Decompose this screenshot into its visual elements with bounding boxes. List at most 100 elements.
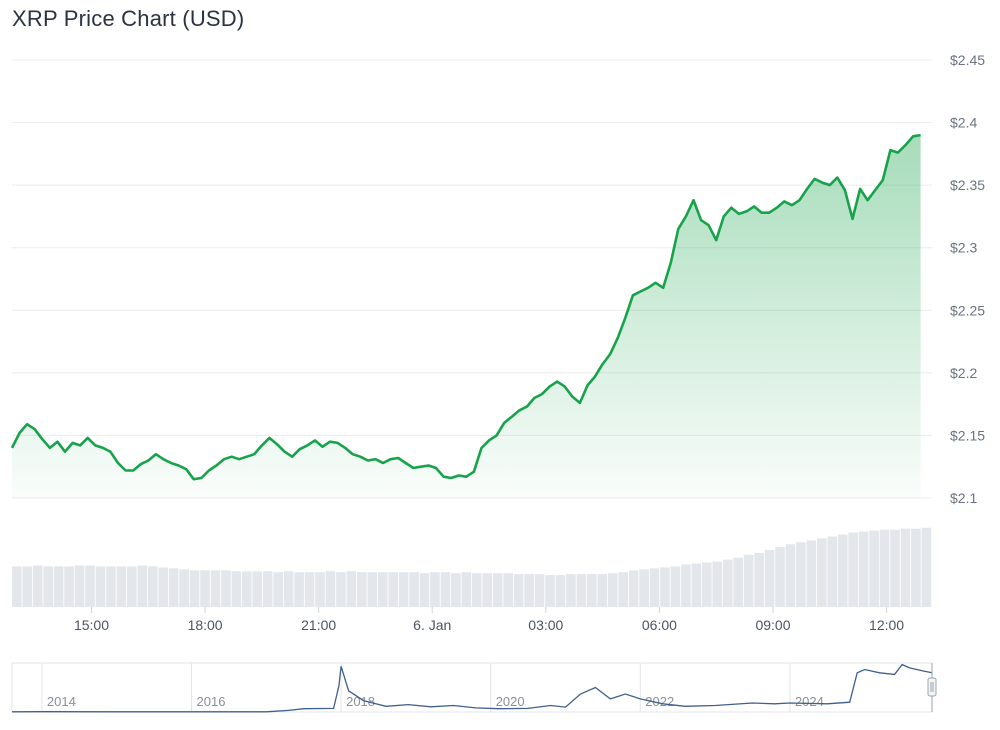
volume-bar — [722, 559, 733, 607]
volume-bar — [179, 569, 189, 607]
volume-bar — [545, 575, 555, 607]
volume-bar — [315, 572, 325, 607]
volume-bar — [848, 532, 859, 607]
volume-bar — [670, 566, 681, 607]
x-tick-label: 12:00 — [869, 617, 904, 633]
volume-bar — [95, 566, 106, 607]
y-tick-label: $2.15 — [950, 427, 985, 443]
navigator-year-label: 2024 — [795, 694, 824, 709]
volume-bar — [534, 574, 545, 607]
volume-bar — [900, 528, 911, 607]
x-tick-label: 18:00 — [188, 617, 223, 633]
volume-bars — [12, 527, 932, 607]
volume-bar — [702, 562, 712, 607]
volume-bar — [147, 566, 158, 607]
volume-bar — [74, 565, 85, 607]
volume-bar — [398, 572, 409, 607]
volume-bar — [817, 538, 827, 607]
volume-bar — [837, 534, 848, 607]
volume-bar — [607, 573, 618, 607]
volume-bar — [440, 572, 451, 607]
volume-bar — [921, 527, 932, 607]
y-tick-label: $2.35 — [950, 177, 985, 193]
volume-bar — [325, 571, 336, 607]
volume-bar — [482, 573, 493, 607]
volume-bar — [628, 570, 639, 607]
y-tick-label: $2.4 — [950, 115, 977, 131]
volume-bar — [262, 571, 273, 607]
volume-bar — [890, 529, 900, 607]
volume-bar — [357, 572, 367, 607]
volume-bar — [221, 570, 231, 607]
volume-bar — [377, 572, 388, 607]
volume-bar — [587, 574, 597, 607]
volume-bar — [555, 575, 566, 607]
volume-bar — [116, 566, 127, 607]
volume-bar — [858, 531, 869, 607]
volume-bar — [273, 572, 284, 607]
volume-bar — [796, 542, 806, 607]
volume-bar — [691, 563, 702, 607]
price-area — [12, 135, 921, 498]
volume-bar — [367, 572, 378, 607]
volume-bar — [53, 566, 64, 607]
volume-bar — [461, 572, 472, 607]
volume-bar — [472, 573, 482, 607]
volume-bar — [200, 570, 210, 607]
volume-bar — [879, 529, 890, 607]
volume-bar — [336, 572, 346, 607]
y-tick-label: $2.45 — [950, 52, 985, 68]
volume-bar — [85, 565, 95, 607]
volume-bar — [12, 566, 22, 607]
volume-bar — [576, 574, 587, 607]
volume-bar — [492, 573, 503, 607]
volume-bar — [106, 566, 116, 607]
navigator-year-label: 2018 — [346, 694, 375, 709]
x-tick-label: 6. Jan — [413, 617, 451, 633]
volume-bar — [346, 571, 357, 607]
navigator-year-label: 2014 — [47, 694, 76, 709]
volume-bar — [32, 565, 43, 607]
volume-bar — [409, 572, 419, 607]
x-tick-label: 09:00 — [755, 617, 790, 633]
volume-bar — [785, 544, 796, 607]
volume-bar — [911, 528, 921, 607]
volume-bar — [597, 574, 608, 607]
volume-bar — [566, 574, 576, 607]
volume-bar — [419, 573, 430, 607]
navigator-year-label: 2020 — [496, 694, 525, 709]
navigator-year-label: 2022 — [645, 694, 674, 709]
volume-bar — [430, 572, 440, 607]
navigator[interactable]: 2014 2016 2018 2020 2022 2024 — [11, 662, 937, 713]
x-axis: 15:00 18:00 21:00 6. Jan 03:00 06:00 09:00 12:0… — [74, 607, 904, 633]
volume-bar — [137, 565, 148, 607]
volume-bar — [524, 574, 534, 607]
volume-bar — [189, 570, 200, 607]
volume-bar — [242, 571, 252, 607]
y-tick-label: $2.3 — [950, 240, 977, 256]
x-tick-label: 06:00 — [642, 617, 677, 633]
y-tick-label: $2.1 — [950, 490, 977, 506]
volume-bar — [827, 536, 838, 607]
navigator-handle[interactable] — [927, 677, 937, 697]
price-series[interactable] — [10, 133, 921, 498]
volume-bar — [294, 572, 304, 607]
y-tick-label: $2.2 — [950, 365, 977, 381]
volume-bar — [639, 569, 649, 607]
volume-bar — [660, 567, 670, 607]
volume-bar — [764, 549, 775, 607]
navigator-line — [11, 663, 933, 713]
volume-bar — [649, 568, 660, 607]
volume-bar — [231, 571, 242, 607]
volume-bar — [618, 572, 629, 607]
volume-bar — [388, 572, 399, 607]
x-tick-label: 21:00 — [301, 617, 336, 633]
y-axis: $2.45 $2.4 $2.35 $2.3 $2.25 $2.2 $2.15 $2.1 — [950, 52, 985, 506]
x-tick-label: 03:00 — [528, 617, 563, 633]
price-line[interactable] — [10, 133, 921, 481]
y-tick-label: $2.25 — [950, 302, 985, 318]
volume-bar — [775, 547, 785, 607]
x-tick-label: 15:00 — [74, 617, 109, 633]
volume-bar — [22, 566, 33, 607]
